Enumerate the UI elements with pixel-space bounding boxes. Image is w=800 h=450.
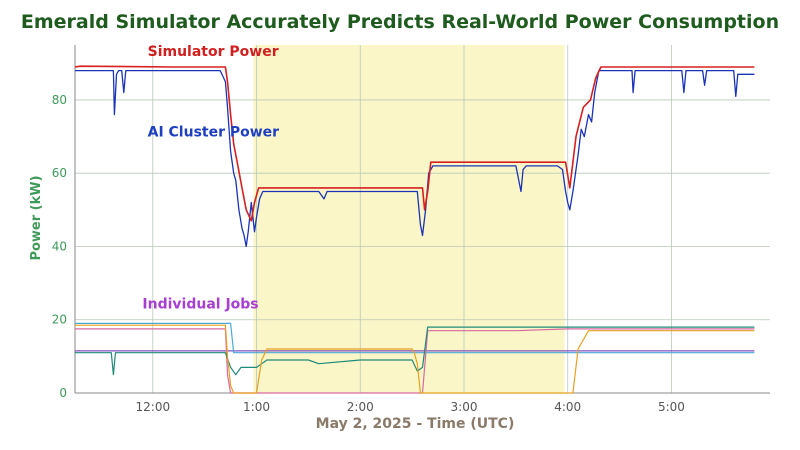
series-line-1	[75, 69, 755, 248]
y-tick-label-2: 40	[52, 239, 67, 253]
annotation-0: Simulator Power	[148, 44, 279, 60]
plot-area: 0 20 40 60 80 12:00 1:00 2:00 3:00 4:00 5:00 Simula…	[52, 44, 770, 414]
y-tick-label-3: 60	[52, 166, 67, 180]
series-line-0	[74, 65, 755, 222]
series-line-5	[75, 322, 755, 354]
y-axis-label: Power (kW)	[29, 175, 44, 260]
series-line-2	[75, 324, 755, 394]
x-tick-label-4: 4:00	[554, 400, 581, 414]
chart-title: Emerald Simulator Accurately Predicts Re…	[21, 11, 779, 33]
annotation-2: Individual Jobs	[142, 297, 258, 313]
x-tick-label-3: 3:00	[451, 400, 478, 414]
annotation-1: AI Cluster Power	[148, 125, 280, 141]
x-tick-label-5: 5:00	[658, 400, 685, 414]
x-tick-label-0: 12:00	[136, 400, 171, 414]
series-line-4	[75, 328, 755, 394]
x-tick-label-2: 2:00	[347, 400, 374, 414]
shaded-region	[253, 45, 565, 393]
y-tick-label-0: 0	[59, 386, 67, 400]
y-tick-label-4: 80	[52, 93, 67, 107]
x-axis-label: May 2, 2025 - Time (UTC)	[316, 416, 515, 432]
series-line-3	[75, 326, 755, 376]
y-tick-label-1: 20	[52, 313, 67, 327]
x-tick-label-1: 1:00	[243, 400, 270, 414]
